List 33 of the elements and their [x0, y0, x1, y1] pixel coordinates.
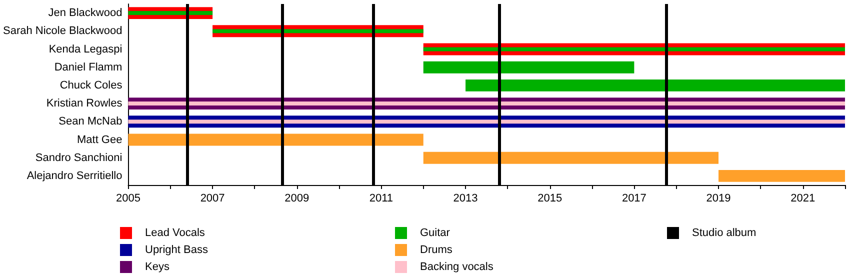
bar	[212, 29, 424, 34]
legend-label: Keys	[145, 261, 170, 273]
x-tick-label: 2007	[200, 192, 225, 204]
x-tick-label: 2015	[538, 192, 562, 204]
legend-label: Drums	[420, 244, 453, 256]
x-tick-label: 2005	[116, 192, 140, 204]
bar	[718, 170, 845, 182]
bar	[128, 102, 845, 106]
bar	[128, 120, 845, 124]
y-tick-label: Sandro Sanchioni	[35, 152, 122, 164]
legend-label: Lead Vocals	[145, 227, 206, 239]
x-tick-label: 2019	[706, 192, 731, 204]
x-tick-label: 2017	[622, 192, 646, 204]
y-tick-label: Sarah Nicole Blackwood	[2, 25, 122, 38]
bar	[128, 11, 213, 16]
x-tick-label: 2013	[453, 192, 478, 204]
legend-label: Studio album	[692, 227, 756, 239]
legend-label: Upright Bass	[145, 244, 208, 256]
y-tick-label: Kenda Legaspi	[48, 43, 122, 56]
y-tick-label: Matt Gee	[76, 134, 122, 146]
bar	[423, 152, 719, 164]
y-tick-label: Jen Blackwood	[48, 7, 122, 20]
x-tick-label: 2021	[790, 192, 816, 204]
bar	[128, 134, 424, 146]
x-tick-label: 2011	[369, 192, 394, 204]
legend-label: Guitar	[420, 227, 450, 239]
y-tick-label: Sean McNab	[58, 116, 122, 128]
x-tick-label: 2009	[284, 192, 310, 204]
y-tick-label: Alejandro Serritiello	[26, 170, 122, 182]
legend-label: Backing vocals	[420, 261, 494, 273]
y-tick-label: Kristian Rowles	[46, 98, 123, 110]
y-tick-label: Daniel Flamm	[54, 61, 122, 74]
y-tick-label: Chuck Coles	[60, 79, 123, 92]
